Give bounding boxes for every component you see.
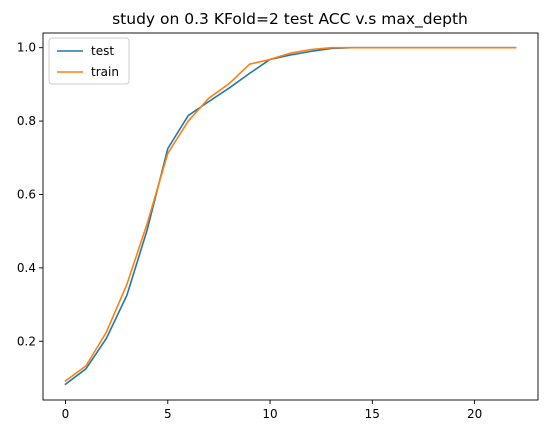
chart-title: study on 0.3 KFold=2 test ACC v.s max_de…: [112, 10, 468, 29]
y-tick-label: 0.8: [17, 114, 36, 128]
x-tick-label: 10: [262, 407, 277, 421]
y-tick-label: 0.4: [17, 261, 36, 275]
y-tick-label: 0.2: [17, 334, 36, 348]
series-line-test: [64, 46, 517, 386]
x-tick-label: 5: [164, 407, 172, 421]
x-tick-label: 0: [62, 407, 70, 421]
x-tick-label: 15: [365, 407, 380, 421]
y-tick-label: 1.0: [17, 41, 36, 55]
legend: test train: [48, 37, 130, 85]
series-line-train: [64, 46, 517, 383]
x-tick-label: 20: [467, 407, 482, 421]
legend-label: test: [91, 44, 114, 58]
plot-frame: [42, 32, 539, 401]
y-tick-label: 0.6: [17, 187, 36, 201]
legend-label: train: [91, 65, 119, 79]
